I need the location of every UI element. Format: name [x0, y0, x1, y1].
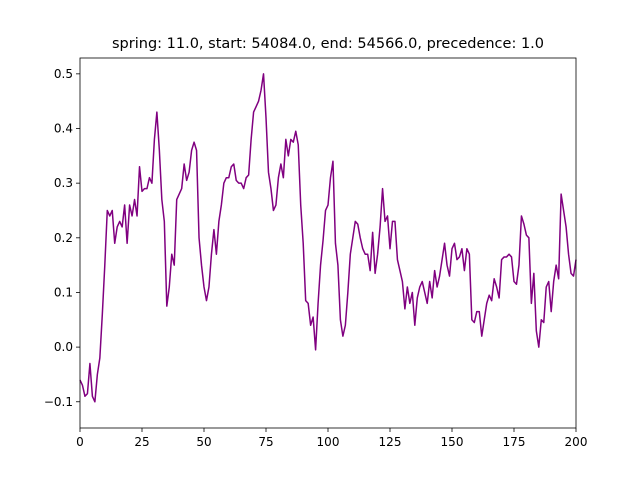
y-tick-label: 0.4	[54, 122, 73, 136]
y-tick-label: −0.1	[44, 395, 73, 409]
y-tick-label: 0.0	[54, 340, 73, 354]
line	[79, 73, 577, 403]
y-tick-label: 0.5	[54, 67, 73, 81]
x-tick-label: 150	[441, 435, 464, 449]
x-tick-label: 0	[76, 435, 84, 449]
x-tick-label: 125	[379, 435, 402, 449]
y-tick-label: 0.3	[54, 176, 73, 190]
x-tick-label: 75	[258, 435, 273, 449]
x-tick-label: 200	[565, 435, 588, 449]
x-tick-label: 175	[503, 435, 526, 449]
x-tick-label: 100	[317, 435, 340, 449]
y-tick-label: 0.2	[54, 231, 73, 245]
plot-frame	[79, 57, 577, 429]
y-tick-label: 0.1	[54, 285, 73, 299]
chart-title: spring: 11.0, start: 54084.0, end: 54566…	[112, 36, 544, 52]
x-tick-label: 50	[196, 435, 211, 449]
x-tick-label: 25	[134, 435, 149, 449]
